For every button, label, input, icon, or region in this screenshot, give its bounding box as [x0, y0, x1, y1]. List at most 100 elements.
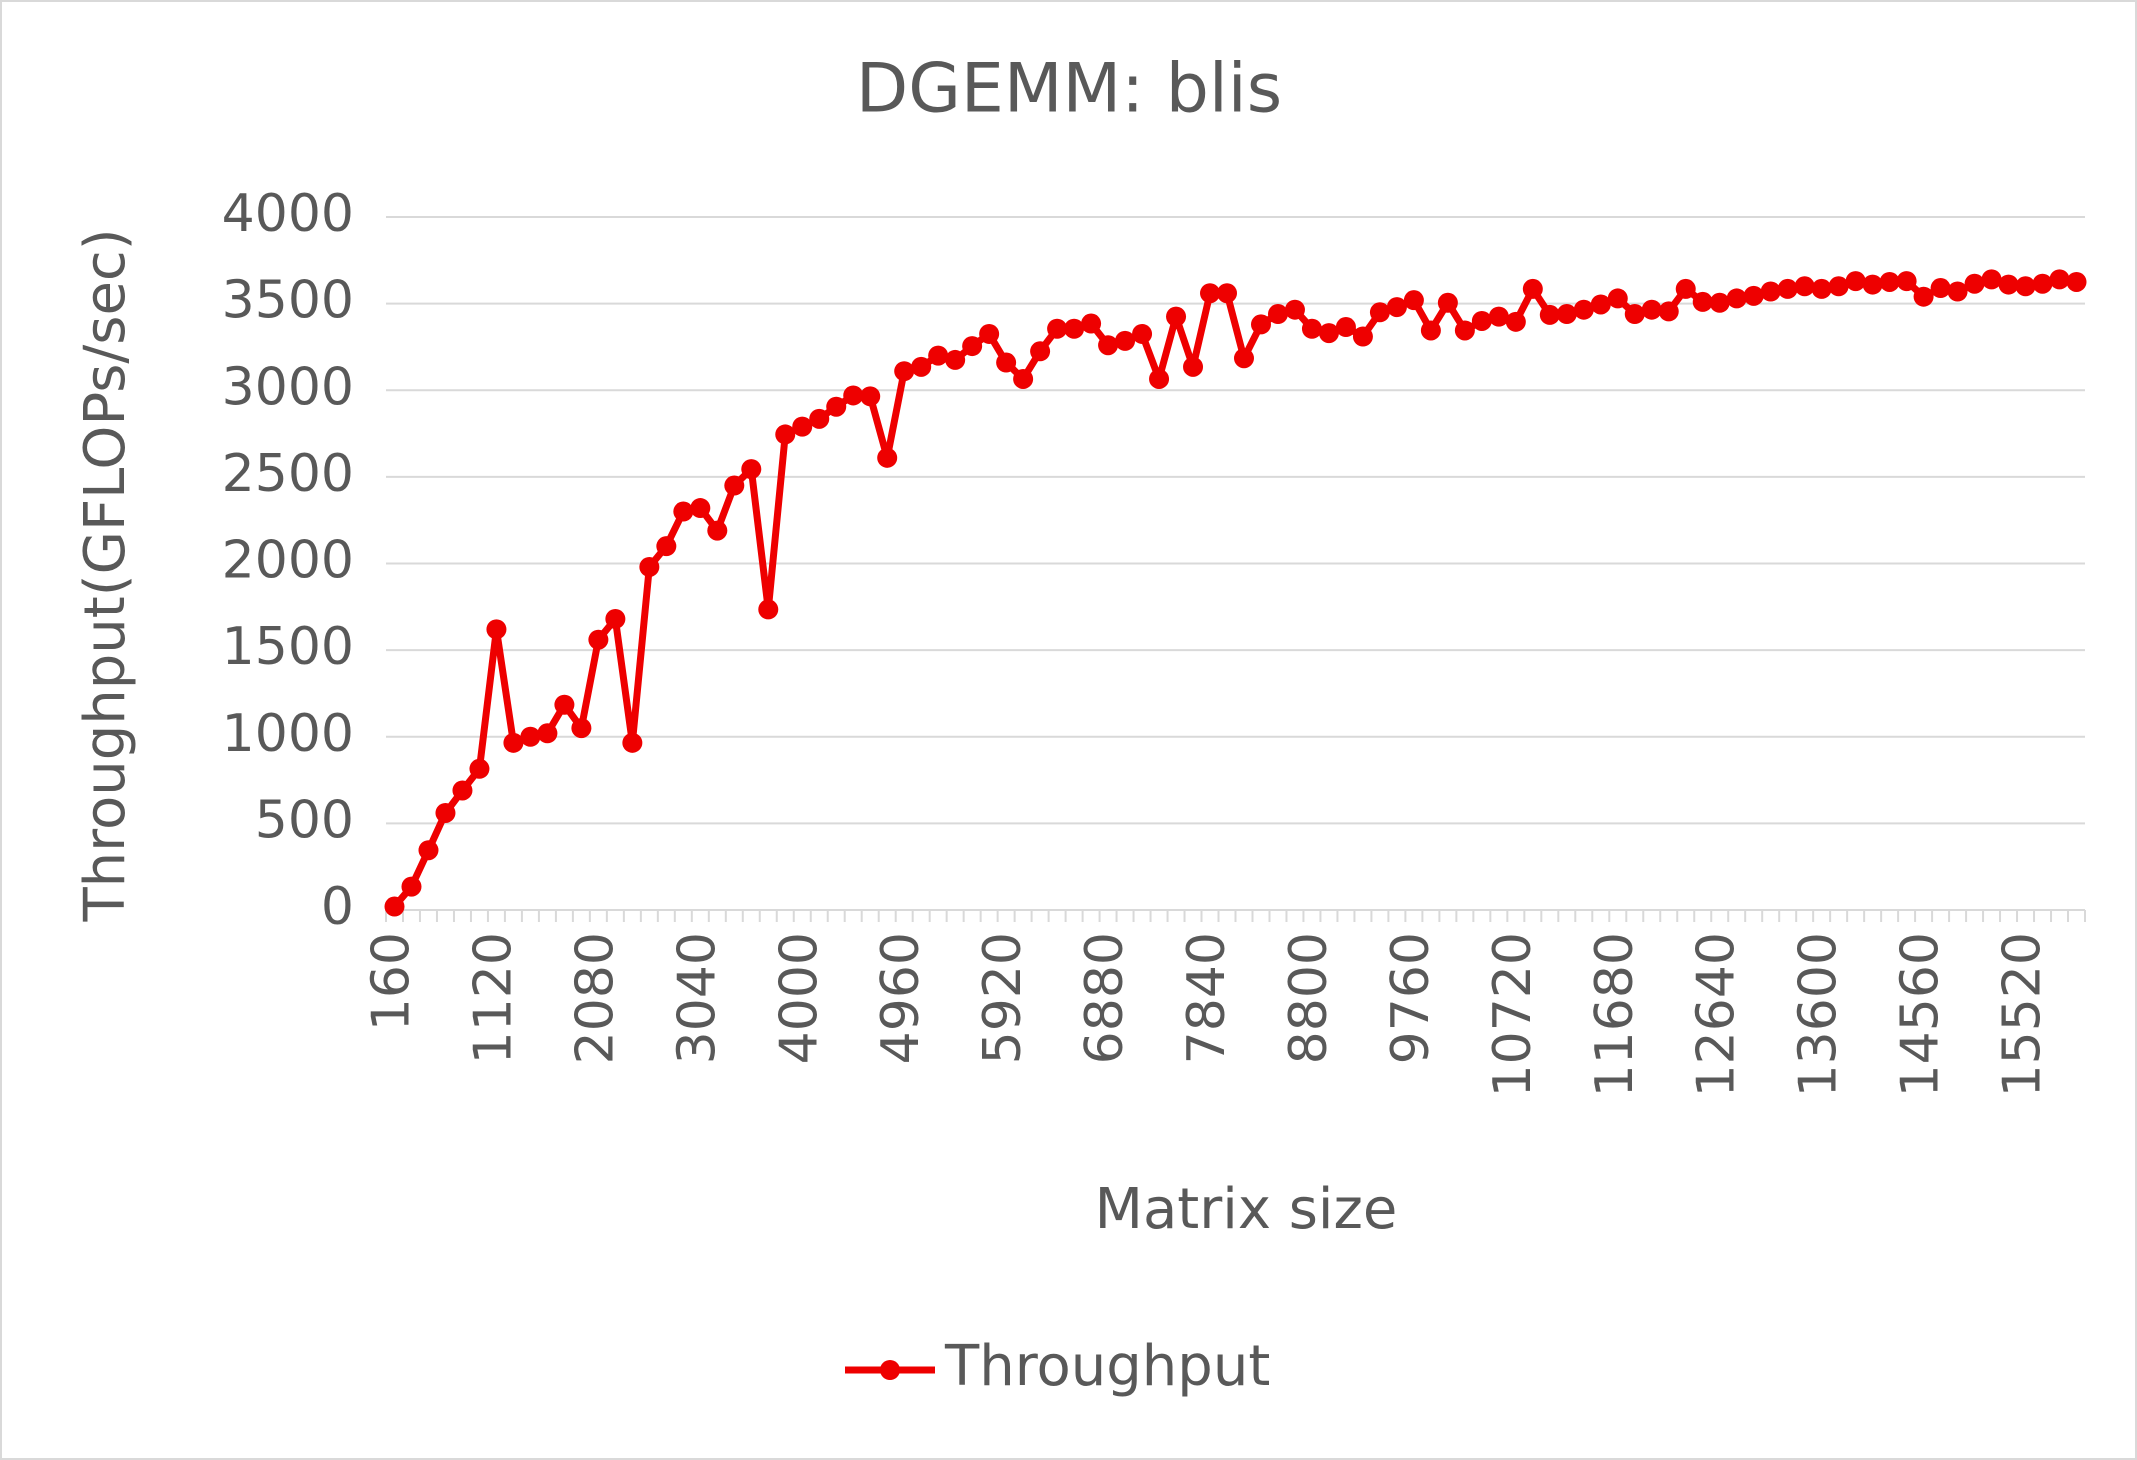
- data-point: [1624, 304, 1645, 325]
- data-point: [1335, 317, 1356, 338]
- data-point: [1743, 285, 1764, 306]
- data-point: [826, 396, 847, 417]
- y-tick-label: 1500: [222, 617, 354, 677]
- y-tick-label: 2000: [222, 531, 354, 591]
- data-point: [1030, 341, 1051, 362]
- y-tick-label: 500: [255, 790, 354, 850]
- data-point: [843, 385, 864, 406]
- data-point: [1505, 311, 1526, 332]
- x-tick-label: 12640: [1687, 932, 1747, 1097]
- x-tick-label: 9760: [1381, 932, 1441, 1064]
- x-tick-label: 5920: [973, 932, 1033, 1064]
- x-tick-label: 7840: [1177, 932, 1237, 1064]
- data-point: [1183, 356, 1204, 377]
- x-tick-label: 8800: [1279, 932, 1339, 1064]
- data-point: [1726, 288, 1747, 309]
- data-point: [1760, 281, 1781, 302]
- data-point: [639, 556, 660, 577]
- data-point: [809, 408, 830, 429]
- data-point: [1811, 278, 1832, 299]
- data-point: [622, 732, 643, 753]
- data-point: [2032, 273, 2053, 294]
- data-point: [486, 619, 507, 640]
- data-point: [1981, 269, 2002, 290]
- data-point: [1064, 318, 1085, 339]
- data-point: [1964, 273, 1985, 294]
- data-point: [1217, 283, 1238, 304]
- data-point: [1658, 301, 1679, 322]
- data-point: [1488, 306, 1509, 327]
- data-point: [1081, 313, 1102, 334]
- data-point: [2049, 269, 2070, 290]
- y-tick-label: 3500: [222, 271, 354, 331]
- data-point: [1200, 283, 1221, 304]
- data-point: [996, 352, 1017, 373]
- data-point: [1301, 318, 1322, 339]
- data-point: [894, 361, 915, 382]
- y-tick-label: 3000: [222, 357, 354, 417]
- data-point: [588, 629, 609, 650]
- x-tick-label: 1120: [463, 932, 523, 1064]
- x-tick-label: 3040: [667, 932, 727, 1064]
- data-point: [1233, 348, 1254, 369]
- data-point: [1318, 323, 1339, 344]
- data-point: [520, 726, 541, 747]
- data-point: [1896, 271, 1917, 292]
- data-point: [1573, 299, 1594, 320]
- data-point: [724, 475, 745, 496]
- data-point: [1794, 276, 1815, 297]
- x-tick-label: 2080: [565, 932, 625, 1064]
- y-tick-label: 2500: [222, 444, 354, 504]
- x-tick-label: 160: [361, 932, 421, 1031]
- data-point: [1675, 278, 1696, 299]
- data-point: [1454, 320, 1475, 341]
- data-point: [1098, 335, 1119, 356]
- data-point: [1115, 330, 1136, 351]
- data-point: [1777, 278, 1798, 299]
- data-point: [401, 876, 422, 897]
- x-tick-label: 10720: [1483, 932, 1543, 1097]
- data-point: [758, 599, 779, 620]
- data-point: [707, 520, 728, 541]
- data-point: [1420, 320, 1441, 341]
- data-point: [1539, 304, 1560, 325]
- y-axis-title: Throughput(GFLOPs/sec): [73, 228, 138, 922]
- data-point: [1556, 304, 1577, 325]
- data-point: [1709, 292, 1730, 313]
- data-point: [860, 386, 881, 407]
- x-tick-label: 6880: [1075, 932, 1135, 1064]
- data-point: [1590, 294, 1611, 315]
- data-point: [571, 718, 592, 739]
- data-point: [1047, 318, 1068, 339]
- data-point: [673, 501, 694, 522]
- data-point: [503, 732, 524, 753]
- data-point: [1013, 368, 1034, 389]
- data-point: [1149, 368, 1170, 389]
- data-point: [1352, 326, 1373, 347]
- data-point: [1692, 291, 1713, 312]
- data-point: [1403, 290, 1424, 311]
- data-point: [2015, 276, 2036, 297]
- data-point: [911, 356, 932, 377]
- data-point: [1437, 292, 1458, 313]
- legend-marker: [880, 1360, 900, 1380]
- y-tick-label: 0: [321, 877, 354, 937]
- data-point: [435, 802, 456, 823]
- data-point: [554, 694, 575, 715]
- data-point: [1250, 314, 1271, 335]
- y-tick-label: 4000: [222, 184, 354, 244]
- x-tick-label: 4960: [871, 932, 931, 1064]
- data-point: [1930, 278, 1951, 299]
- data-point: [1471, 310, 1492, 331]
- data-point: [1998, 274, 2019, 295]
- chart-title: DGEMM: blis: [856, 50, 1282, 129]
- x-tick-label: 14560: [1891, 932, 1951, 1097]
- data-point: [1947, 281, 1968, 302]
- data-point: [384, 896, 405, 917]
- data-point: [945, 349, 966, 370]
- data-point: [452, 780, 473, 801]
- data-point: [1913, 286, 1934, 307]
- data-point: [928, 345, 949, 366]
